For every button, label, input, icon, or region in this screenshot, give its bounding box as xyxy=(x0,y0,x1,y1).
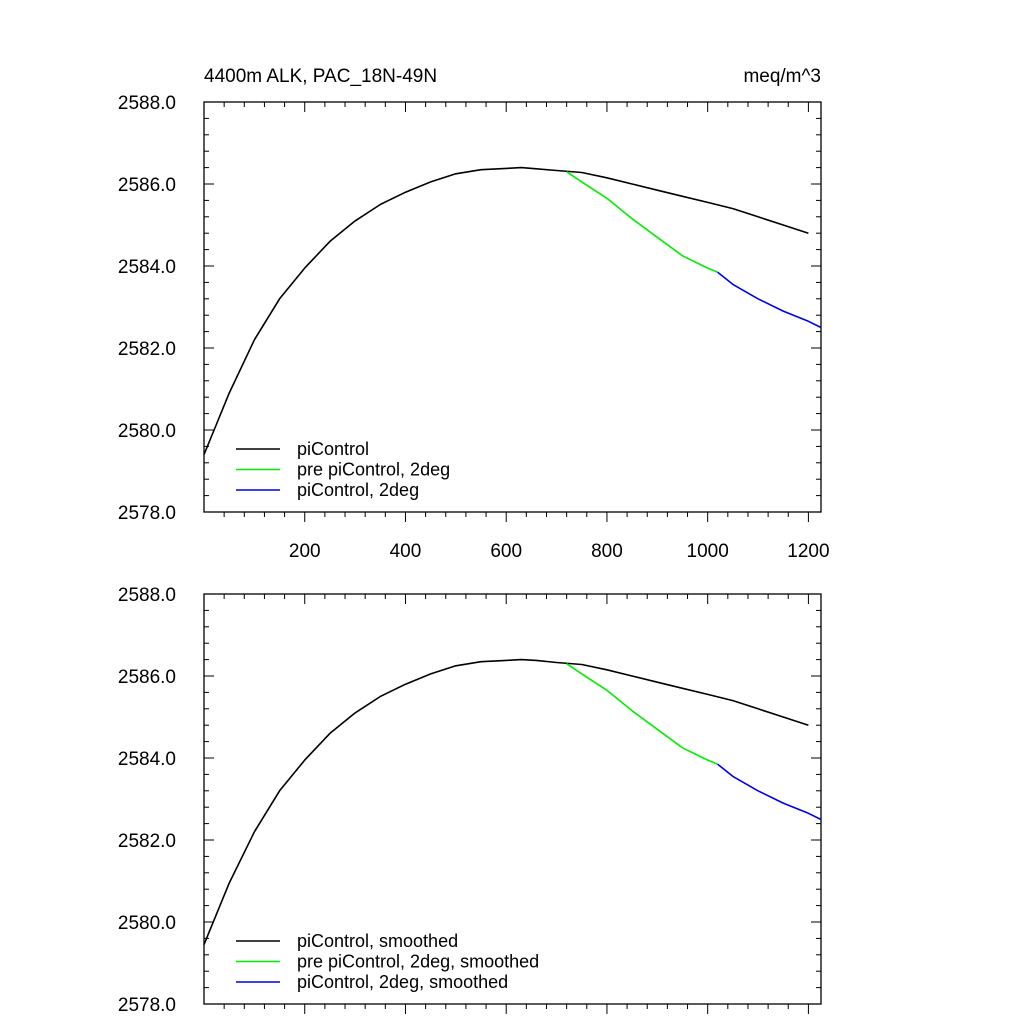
x-tick-label: 200 xyxy=(289,541,321,562)
y-tick-label: 2582.0 xyxy=(118,339,176,360)
plot-area-top: 2578.0 2580.0 2582.0 2584.0 2586.0 2588.0 200 4… xyxy=(118,93,830,562)
series-line-3 xyxy=(717,763,822,821)
chart-panel-top: 4400m ALK, PAC_18N-49N meq/m^3 2578.0 258… xyxy=(118,66,830,562)
legend-label: piControl, smoothed xyxy=(297,931,458,951)
legend-label: pre piControl, 2deg xyxy=(297,460,450,480)
x-tick-label: 800 xyxy=(591,541,623,562)
legend-label: piControl xyxy=(297,439,369,459)
legend-label: piControl, 2deg, smoothed xyxy=(297,972,508,992)
y-tick-label: 2588.0 xyxy=(118,585,176,606)
legend-label: piControl, 2deg xyxy=(297,480,419,500)
plot-frame xyxy=(203,101,822,513)
series-line-2 xyxy=(566,171,719,273)
legend-label: pre piControl, 2deg, smoothed xyxy=(297,952,539,972)
y-tick-label: 2578.0 xyxy=(118,503,176,524)
y-tick-label: 2584.0 xyxy=(118,257,176,278)
y-tick-label: 2578.0 xyxy=(118,995,176,1016)
chart-panel-bottom: 2578.0 2580.0 2582.0 2584.0 2586.0 2588.0 piCo… xyxy=(118,585,822,1016)
y-tick-label: 2580.0 xyxy=(118,421,176,442)
y-tick-label: 2584.0 xyxy=(118,749,176,770)
y-tick-label: 2588.0 xyxy=(118,93,176,114)
x-tick-label: 1000 xyxy=(687,541,729,562)
y-tick-label: 2586.0 xyxy=(118,667,176,688)
x-tick-label: 1200 xyxy=(787,541,829,562)
plot-area-bottom: 2578.0 2580.0 2582.0 2584.0 2586.0 2588.0 piCo… xyxy=(118,585,822,1016)
series-line-2 xyxy=(566,663,719,765)
chart-title-left: 4400m ALK, PAC_18N-49N xyxy=(204,66,437,87)
plot-frame xyxy=(203,593,822,1005)
series-line-3 xyxy=(717,271,822,329)
y-tick-label: 2580.0 xyxy=(118,913,176,934)
y-tick-label: 2582.0 xyxy=(118,831,176,852)
series-line-1 xyxy=(203,166,809,455)
x-tick-label: 400 xyxy=(390,541,422,562)
x-tick-label: 600 xyxy=(490,541,522,562)
chart-title-right: meq/m^3 xyxy=(743,66,821,87)
series-line-1 xyxy=(203,658,809,945)
y-tick-label: 2586.0 xyxy=(118,175,176,196)
